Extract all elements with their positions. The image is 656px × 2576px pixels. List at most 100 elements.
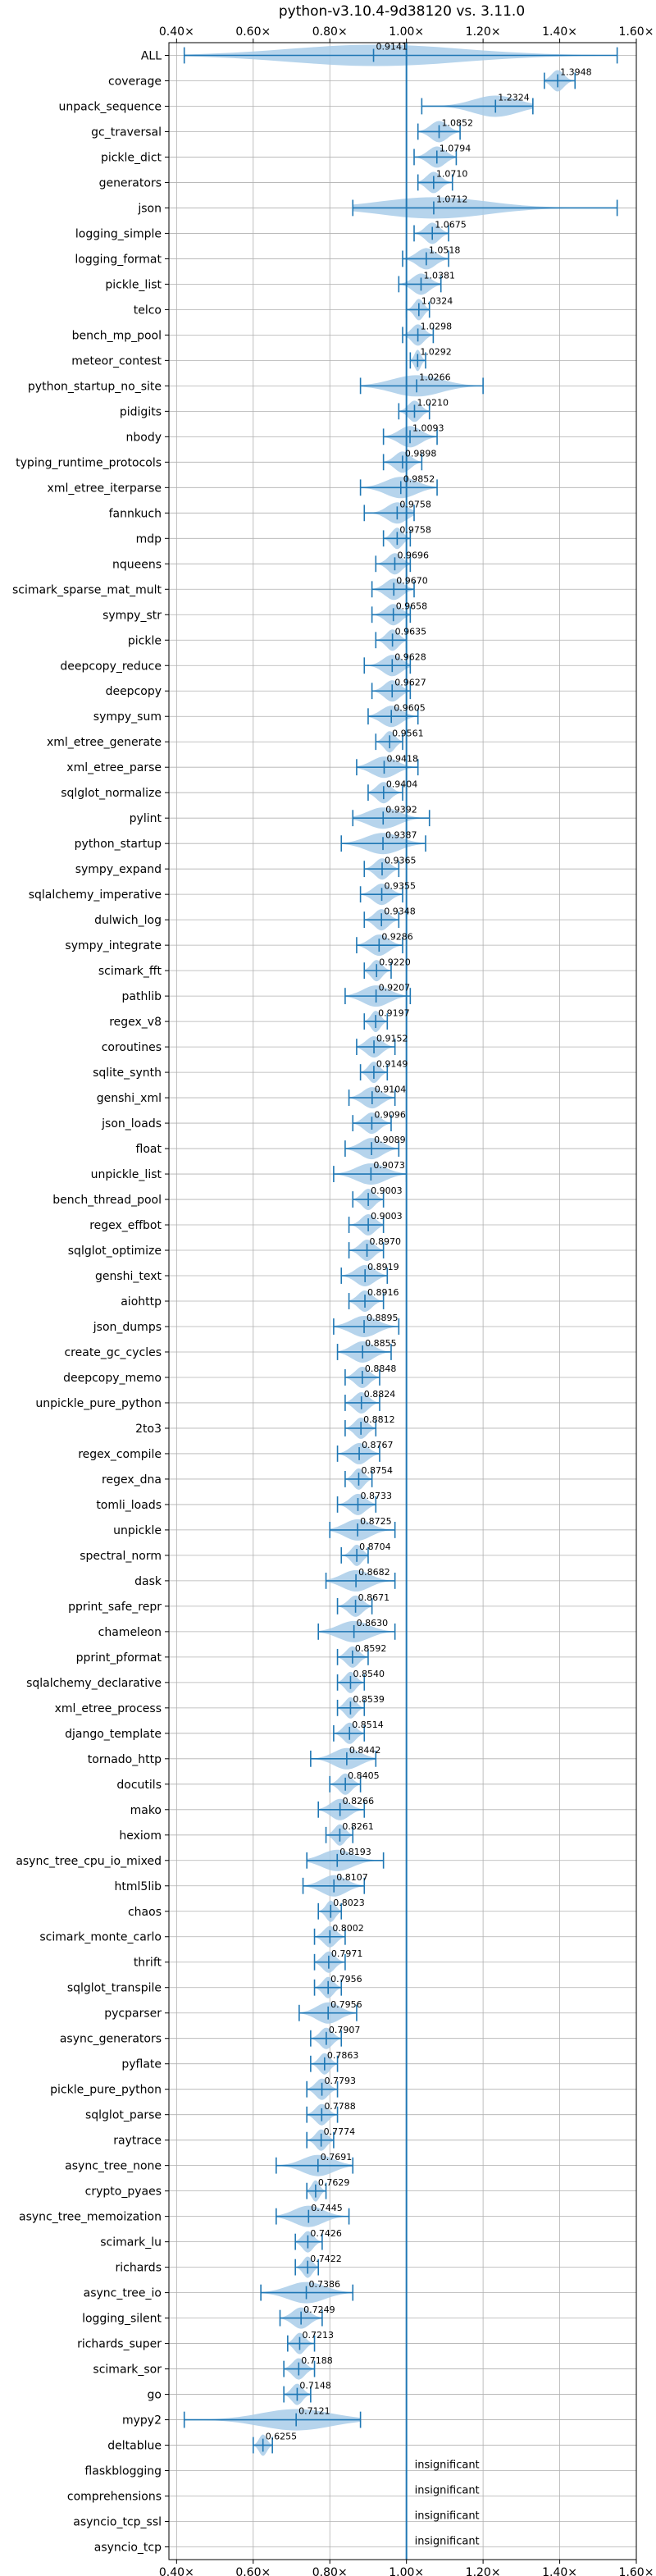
benchmark-label: sympy_str [102,609,162,622]
benchmark-label: raytrace [113,2135,162,2148]
benchmark-label: comprehensions [67,2491,162,2504]
value-label: 0.8107 [336,1872,368,1883]
value-label: 0.7422 [310,2254,342,2264]
value-label: 0.7121 [298,2406,330,2417]
benchmark-label: sqlglot_parse [85,2109,162,2122]
benchmark-label: asyncio_tcp [94,2542,162,2555]
benchmark-label: pickle_list [105,278,162,291]
value-label: 0.9758 [399,499,431,509]
x-tick-label-top: 1.40× [542,25,577,39]
value-label: 0.8970 [370,1236,402,1247]
value-label: 0.7386 [309,2279,341,2290]
benchmark-label: docutils [116,1779,162,1792]
benchmark-label: async_generators [60,2033,162,2046]
benchmark-label: generators [99,176,162,190]
benchmark-label: genshi_xml [97,1092,162,1105]
benchmark-label: pickle_pure_python [50,2084,162,2097]
benchmark-label: richards_super [77,2338,162,2351]
benchmark-label: python_startup [75,838,162,851]
value-label: 1.0518 [429,245,461,256]
benchmark-label: html5lib [115,1880,162,1893]
benchmark-label: create_gc_cycles [64,1346,162,1359]
value-label: 0.9561 [392,728,424,738]
value-label: 1.0794 [440,144,472,154]
value-label: 0.8704 [359,1541,391,1552]
benchmark-label: mdp [136,532,162,546]
benchmark-label: xml_etree_process [55,1702,162,1715]
benchmark-label: sympy_integrate [65,939,162,952]
marks-layer [183,43,618,2560]
value-label: 1.0266 [419,372,450,383]
value-label: 0.9286 [381,931,413,942]
value-label: 0.8812 [363,1414,395,1425]
benchmark-label: thrift [134,1957,162,1970]
x-tick-label-bottom: 0.40× [159,2566,194,2576]
value-label: 0.9418 [386,753,418,764]
value-label: 0.8848 [365,1363,397,1374]
benchmark-label: regex_v8 [109,1016,162,1029]
benchmark-label: pickle_dict [101,151,162,164]
benchmark-label: logging_simple [75,227,162,240]
benchmark-label: genshi_text [95,1270,162,1283]
value-label: 0.9003 [371,1185,403,1196]
value-label: 0.8754 [361,1465,393,1476]
value-label: 0.8733 [360,1491,392,1501]
value-label: 0.8266 [343,1796,375,1806]
value-label: 0.9355 [385,880,417,891]
benchmark-label: unpickle_list [91,1168,162,1181]
value-label: 0.8725 [360,1516,392,1527]
benchmark-label: deepcopy_memo [63,1372,162,1385]
benchmark-label: deepcopy [106,685,162,698]
value-label: 1.0710 [436,169,468,180]
value-label: 0.7956 [330,1999,362,2010]
value-label: 0.7788 [324,2101,356,2112]
value-label: 0.9392 [385,804,417,815]
benchmark-label: coverage [108,75,162,88]
benchmark-label: flaskblogging [84,2465,162,2478]
benchmark-label: sqlglot_optimize [68,1245,162,1258]
value-label: 0.8193 [339,1847,371,1857]
benchmark-label: bench_mp_pool [72,329,162,342]
benchmark-label: scimark_sor [93,2364,162,2377]
benchmark-label: pprint_safe_repr [68,1601,162,1614]
benchmark-label: json [137,202,162,215]
chart-title: python-v3.10.4-9d38120 vs. 3.11.0 [279,3,525,20]
value-label: 0.7971 [331,1948,363,1959]
benchmark-label: pickle [128,634,162,647]
value-label: 0.7148 [299,2381,331,2391]
benchmark-label: regex_compile [78,1448,162,1461]
benchmark-label: scimark_fft [98,965,162,978]
grid-layer [169,43,637,2560]
value-label: 0.8767 [362,1440,394,1450]
value-label: 0.8592 [355,1643,387,1654]
benchmark-label: meteor_contest [71,354,162,368]
insignificant-label: insignificant [415,2510,480,2523]
benchmark-label: scimark_sparse_mat_mult [12,583,162,596]
value-label: 0.9152 [376,1033,408,1044]
value-label: 0.9635 [395,626,427,637]
benchmark-label: json_loads [101,1117,162,1130]
value-label: 0.8916 [367,1287,399,1298]
value-label: 0.9348 [384,906,416,916]
x-tick-label-bottom: 1.00× [389,2566,424,2576]
label-layer: 0.9141 1.3948 1.2324 1.0852 1.0794 1.0710 1.07… [266,42,592,2548]
benchmark-label: regex_dna [102,1473,162,1487]
value-label: 1.0292 [420,347,452,358]
value-label: 0.9141 [376,42,408,53]
value-label: 1.0324 [421,296,453,307]
value-label: 0.8261 [342,1821,374,1832]
value-label: 0.9605 [394,702,426,713]
value-label: 0.8824 [364,1389,396,1400]
x-tick-label-bottom: 0.80× [312,2566,348,2576]
benchmark-label: unpickle [113,1524,162,1537]
value-label: 0.6255 [266,2432,298,2442]
benchmark-label: richards [116,2262,162,2275]
value-label: 0.9365 [385,855,417,866]
value-label: 0.9149 [376,1058,408,1069]
benchmark-label: pycparser [104,2007,162,2021]
value-label: 0.8895 [367,1313,399,1323]
value-label: 0.7188 [301,2355,333,2366]
benchmark-label: tomli_loads [96,1499,162,1512]
value-label: 1.0210 [417,398,449,409]
value-label: 0.8442 [349,1745,381,1756]
